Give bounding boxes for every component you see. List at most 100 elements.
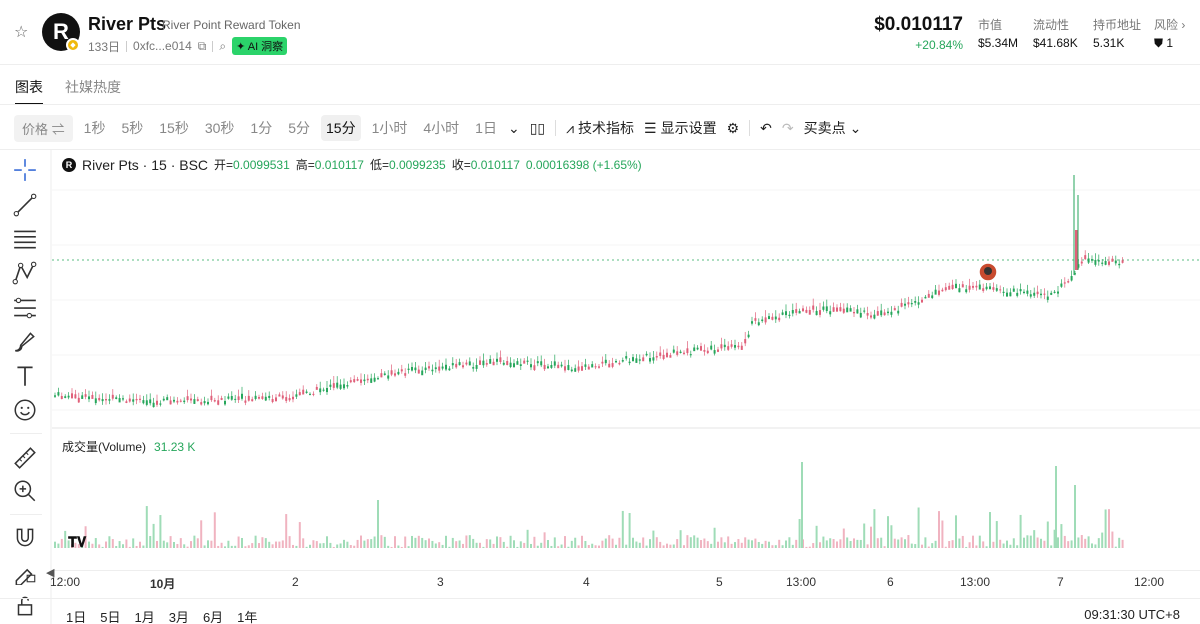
volume-bar (910, 543, 913, 548)
volume-bar (288, 536, 291, 548)
volume-bar (655, 537, 658, 548)
stat-label: 风险 › (1154, 18, 1186, 32)
candle-body (1029, 294, 1032, 297)
tab-chart[interactable]: 图表 (15, 77, 43, 105)
volume-bar (1053, 529, 1056, 548)
volume-bar (543, 532, 546, 548)
xaxis-label: 13:00 (960, 575, 991, 589)
redo-icon[interactable]: ↷ (781, 119, 794, 136)
brush-icon[interactable] (12, 329, 38, 355)
undo-icon[interactable]: ↶ (760, 119, 772, 136)
price-toggle-button[interactable]: 价格 ⇌ (14, 114, 73, 142)
volume-bar (781, 545, 784, 548)
xaxis-label: 2 (292, 575, 299, 589)
search-icon[interactable]: ⌕ (219, 38, 227, 53)
candle-body (703, 349, 706, 352)
candle-body (689, 354, 692, 356)
emoji-icon[interactable] (12, 397, 38, 423)
candle-body (1091, 259, 1093, 261)
volume-bar (696, 537, 699, 548)
timeframe-1h[interactable]: 1小时 (371, 120, 408, 136)
candle-body (785, 311, 787, 316)
candle-body (1040, 293, 1042, 296)
volume-bar (448, 546, 451, 548)
buy-sell-points-button[interactable]: 买卖点 ⌄ (804, 118, 862, 138)
candle-body (224, 400, 226, 405)
volume-bar (149, 536, 152, 548)
candle-body (951, 284, 954, 290)
timeframe-1d[interactable]: 1日 (475, 120, 497, 136)
candle-body (591, 364, 594, 368)
range-1y[interactable]: 1年 (237, 610, 258, 624)
lock-drawing-icon[interactable] (12, 559, 38, 585)
range-5d[interactable]: 5日 (100, 610, 121, 624)
display-settings-button[interactable]: ☰ 显示设置 (644, 118, 717, 138)
horizontal-lines-icon[interactable] (12, 226, 38, 252)
ai-insight-button[interactable]: ✦ AI 洞察 (232, 37, 288, 55)
timeframe-5m[interactable]: 5分 (288, 120, 310, 136)
candle-body (438, 366, 441, 371)
volume-bar (281, 540, 284, 548)
volume-bar (924, 537, 927, 548)
volume-bar (944, 546, 947, 548)
candle-body (594, 366, 597, 368)
pattern-icon[interactable] (12, 260, 38, 286)
candle-body (373, 377, 376, 382)
lock-icon[interactable] (12, 593, 38, 619)
crosshair-icon[interactable] (12, 157, 38, 183)
indicators-button[interactable]: ⩘ 技术指标 (566, 118, 634, 138)
price-chart[interactable] (52, 150, 1200, 572)
ruler-icon[interactable] (12, 445, 38, 471)
range-1m[interactable]: 1月 (134, 610, 155, 624)
candle-body (1097, 260, 1100, 262)
volume-bar (200, 520, 203, 548)
volume-bar (261, 537, 264, 548)
volume-bar (965, 546, 968, 548)
candle-body (934, 289, 937, 295)
volume-bar (254, 535, 257, 548)
gear-icon[interactable]: ⚙ (726, 119, 740, 136)
chevron-down-icon[interactable]: ⌄ (507, 119, 520, 136)
candle-body (842, 308, 845, 313)
candle-body (890, 311, 893, 315)
candle-body (771, 316, 774, 320)
copy-icon[interactable]: ⧉ (197, 38, 207, 53)
candle-body (285, 397, 288, 401)
buy-sell-label: 买卖点 (803, 120, 846, 136)
volume-bar (377, 500, 379, 548)
timeframe-1s[interactable]: 1秒 (83, 120, 106, 136)
candle-body (574, 368, 577, 372)
token-logo-letter: R (53, 19, 69, 44)
volume-bar (88, 541, 90, 548)
zoom-in-icon[interactable] (12, 478, 38, 504)
favorite-star-icon[interactable]: ☆ (14, 22, 29, 41)
range-6m[interactable]: 6月 (202, 610, 224, 624)
volume-bar (101, 546, 104, 548)
candle-body (863, 310, 866, 312)
candle-type-icon[interactable]: ▯▯ (529, 119, 546, 136)
volume-bar (275, 541, 277, 548)
volume-bar (625, 544, 628, 548)
fib-retracement-icon[interactable] (12, 295, 38, 321)
volume-bar (717, 541, 719, 548)
stat-risk[interactable]: 风险 › ⛊ 1 (1154, 16, 1185, 51)
timeframe-15s[interactable]: 15秒 (159, 120, 189, 136)
range-1d[interactable]: 1日 (66, 610, 87, 624)
text-tool-icon[interactable] (12, 363, 38, 389)
volume-bar (958, 538, 961, 548)
timeframe-30s[interactable]: 30秒 (204, 120, 235, 136)
volume-bar (489, 539, 492, 548)
timeframe-1m[interactable]: 1分 (250, 120, 273, 136)
timeframe-4h[interactable]: 4小时 (423, 120, 460, 136)
trend-line-icon[interactable] (12, 192, 38, 218)
range-3m[interactable]: 3月 (168, 610, 189, 624)
tab-social-heat[interactable]: 社媒热度 (65, 79, 121, 95)
candle-body (397, 371, 400, 375)
candle-body (927, 293, 930, 298)
timeframe-5s[interactable]: 5秒 (121, 120, 144, 136)
scroll-left-icon[interactable]: ◀ (46, 566, 55, 579)
volume-bar (519, 541, 522, 548)
magnet-icon[interactable] (12, 525, 38, 551)
volume-legend: 成交量(Volume) 31.23 K (62, 438, 195, 455)
timeframe-15m[interactable]: 15分 (321, 115, 361, 141)
